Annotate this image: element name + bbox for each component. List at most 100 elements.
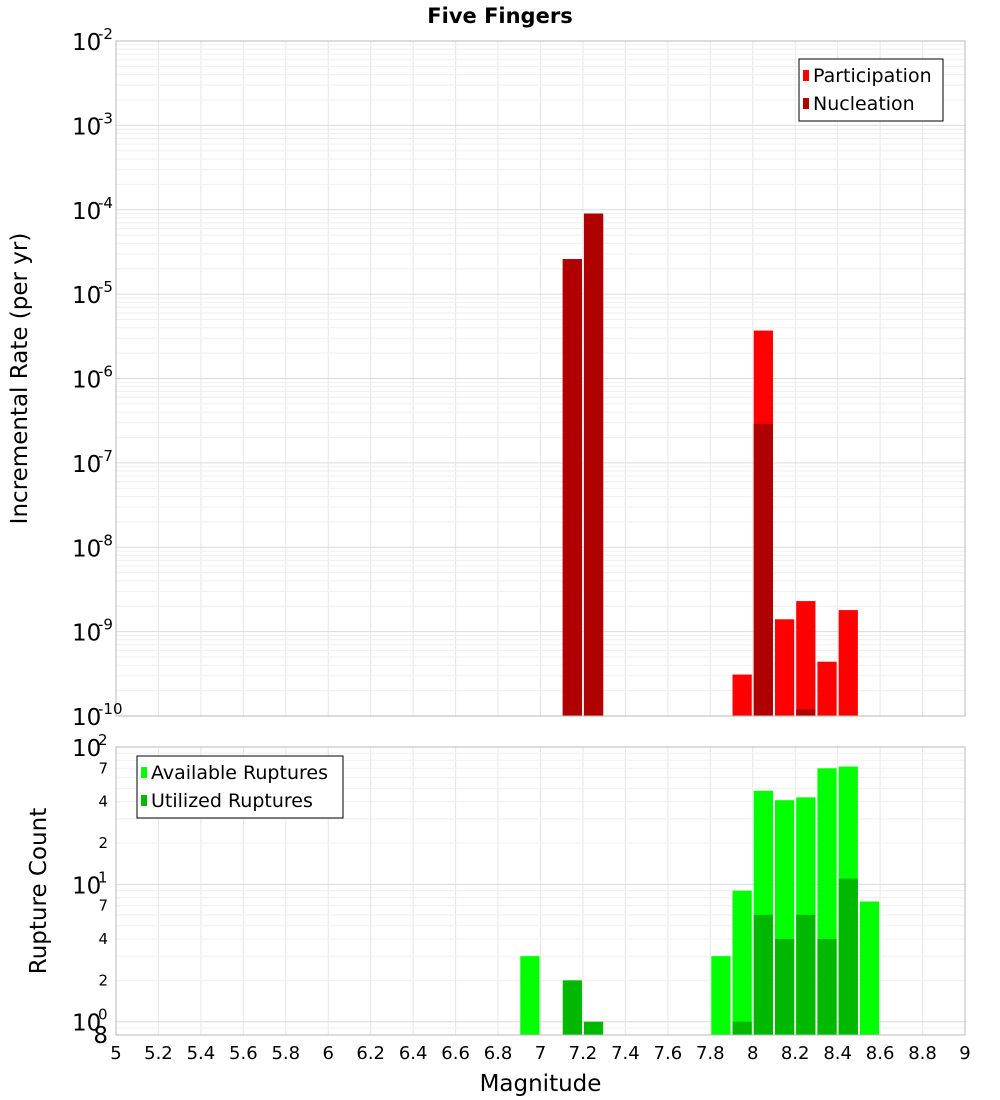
bar-participation [796, 601, 816, 716]
bar-available-ruptures [520, 956, 540, 1035]
y-tick-label: 10 [72, 114, 101, 140]
legend-swatch [803, 70, 809, 81]
y-tick-exponent: 1 [98, 868, 108, 886]
x-tick-label: 5 [110, 1043, 121, 1064]
bar-nucleation [562, 259, 582, 716]
legend-swatch [803, 98, 809, 109]
x-tick-label: 9 [959, 1043, 970, 1064]
y-tick-exponent: -10 [98, 700, 123, 718]
x-tick-label: 7 [535, 1043, 546, 1064]
bar-participation [774, 619, 795, 716]
magnitude-x-axis-label: Magnitude [480, 1071, 602, 1097]
y-minor-tick-label: 7 [98, 897, 108, 915]
y-tick-label: 10 [72, 536, 101, 562]
bar-participation [732, 674, 752, 716]
bar-utilized-ruptures [838, 878, 858, 1035]
bar-available-ruptures [711, 956, 731, 1035]
rate-grid [115, 40, 966, 717]
legend-swatch [141, 767, 147, 778]
count-y-axis-label: Rupture Count [26, 808, 52, 974]
x-tick-label: 6.4 [399, 1043, 428, 1064]
y-tick-exponent: -2 [98, 25, 113, 43]
x-tick-label: 6.8 [484, 1043, 513, 1064]
y-tick-label: 10 [72, 199, 101, 225]
y-tick-label: 10 [72, 452, 101, 478]
legend-label: Available Ruptures [151, 762, 328, 784]
rate-bars [562, 213, 858, 717]
x-tick-label: 5.2 [144, 1043, 173, 1064]
y-tick-label: 10 [72, 621, 101, 647]
y-tick-exponent: -6 [98, 363, 113, 381]
x-tick-label: 7.8 [696, 1043, 725, 1064]
bar-utilized-ruptures [774, 939, 795, 1035]
y-tick-label: 10 [72, 283, 101, 309]
y-tick-exponent: -4 [98, 194, 113, 212]
y-tick-label: 10 [72, 1011, 101, 1037]
bar-utilized-ruptures [817, 939, 837, 1035]
count-bars [520, 766, 880, 1035]
x-tick-label: 7.6 [654, 1043, 683, 1064]
x-tick-label: 6.6 [441, 1043, 470, 1064]
y-tick-label: 10 [72, 873, 101, 899]
y-minor-tick-label: 8 [93, 1023, 108, 1049]
bar-participation [838, 610, 858, 716]
bar-available-ruptures [859, 901, 880, 1035]
bar-participation [817, 661, 837, 716]
y-minor-tick-label: 7 [98, 759, 108, 777]
x-tick-label: 7.2 [569, 1043, 598, 1064]
count-legend: Available Ruptures Utilized Ruptures [136, 755, 344, 819]
x-tick-label: 6.2 [356, 1043, 385, 1064]
magnitude-x-ticks: 5 5.2 5.4 5.6 5.8 6 6.2 6.4 6.6 6.8 7 7.2 7.4 7.6 7.8 8… [110, 1043, 970, 1064]
x-tick-label: 6 [323, 1043, 334, 1064]
y-tick-exponent: -5 [98, 278, 113, 296]
x-tick-label: 7.4 [611, 1043, 640, 1064]
y-minor-tick-label: 2 [98, 834, 108, 852]
y-tick-label: 10 [72, 368, 101, 394]
bar-utilized-ruptures [583, 1021, 604, 1035]
x-tick-label: 5.4 [187, 1043, 216, 1064]
y-minor-tick-label: 4 [98, 793, 108, 811]
bar-utilized-ruptures [732, 1021, 752, 1035]
rate-y-axis-label: Incremental Rate (per yr) [7, 233, 33, 525]
x-tick-label: 5.6 [229, 1043, 258, 1064]
count-plot-frame [115, 746, 966, 1036]
bar-utilized-ruptures [796, 914, 816, 1035]
bar-nucleation [753, 423, 773, 716]
x-tick-label: 8.4 [823, 1043, 852, 1064]
bar-available-ruptures [732, 890, 752, 1035]
y-tick-exponent: 2 [98, 731, 108, 749]
y-tick-label: 10 [72, 705, 101, 731]
rate-plot-frame [115, 40, 966, 717]
y-tick-exponent: -8 [98, 531, 113, 549]
bar-utilized-ruptures [562, 980, 582, 1035]
y-minor-tick-label: 4 [98, 930, 108, 948]
y-tick-exponent: -9 [98, 616, 113, 634]
legend-box [798, 58, 944, 122]
legend-swatch [141, 795, 147, 806]
y-tick-exponent: 0 [98, 1006, 108, 1024]
x-tick-label: 8.8 [908, 1043, 937, 1064]
bar-utilized-ruptures [753, 914, 773, 1035]
x-tick-label: 8.2 [781, 1043, 810, 1064]
bar-nucleation [583, 213, 604, 717]
y-tick-exponent: -3 [98, 109, 113, 127]
y-minor-tick-label: 2 [98, 971, 108, 989]
legend-label: Participation [813, 65, 932, 87]
x-tick-label: 5.8 [271, 1043, 300, 1064]
y-tick-label: 10 [72, 30, 101, 56]
y-tick-label: 10 [72, 736, 101, 762]
legend-box [136, 755, 344, 819]
x-tick-label: 8.6 [866, 1043, 895, 1064]
x-tick-label: 8 [747, 1043, 758, 1064]
legend-label: Utilized Ruptures [151, 790, 313, 812]
chart-title: Five Fingers [427, 4, 572, 28]
legend-label: Nucleation [813, 93, 915, 115]
bar-nucleation [796, 709, 816, 716]
y-tick-exponent: -7 [98, 447, 113, 465]
rate-legend: Participation Nucleation [798, 58, 944, 122]
